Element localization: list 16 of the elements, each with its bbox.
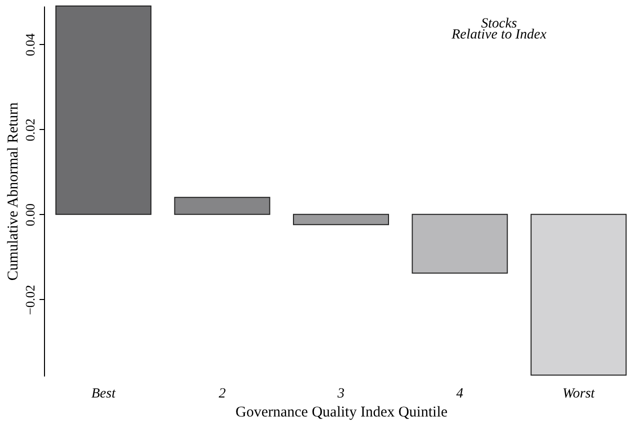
bar — [530, 214, 627, 376]
x-tick-label: Worst — [562, 386, 596, 402]
y-tick-label: 0.04 — [22, 32, 38, 56]
y-tick-label: −0.02 — [22, 284, 38, 315]
x-tick-label: Best — [91, 386, 117, 402]
x-axis-title: Governance Quality Index Quintile — [235, 404, 448, 420]
y-axis-title: Cumulative Abnormal Return — [6, 102, 22, 281]
bar — [412, 214, 508, 274]
y-tick-label: 0.02 — [22, 118, 38, 142]
bar — [292, 214, 390, 226]
x-tick-label: 4 — [456, 386, 464, 402]
x-tick-label: 2 — [218, 386, 226, 402]
y-tick-label: 0.00 — [22, 204, 38, 226]
x-tick-label: 3 — [336, 386, 344, 402]
bar — [55, 6, 152, 215]
bar — [174, 196, 270, 215]
